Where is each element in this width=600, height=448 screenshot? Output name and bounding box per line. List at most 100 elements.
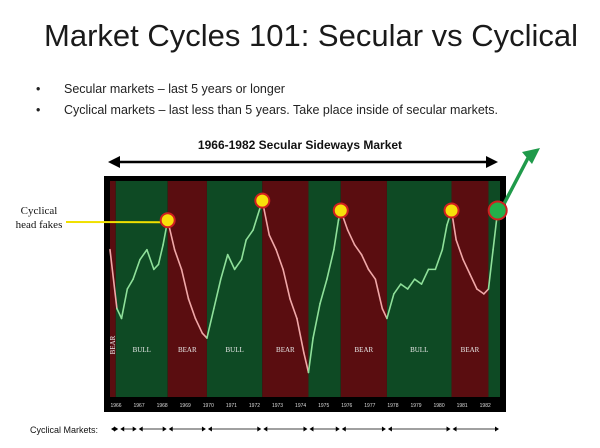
x-tick-label: 1969 [180, 403, 191, 409]
band-label-bear: BEAR [355, 346, 374, 354]
price-line-segment [312, 302, 321, 339]
cyclical-span-head-left [138, 426, 143, 432]
price-line-segment [282, 268, 291, 300]
cycle-band-bear [451, 181, 489, 397]
cycle-band-bear [110, 181, 116, 397]
price-line-segment [180, 268, 190, 300]
cyclical-span-head-left [207, 426, 212, 432]
cyclical-span-head-left [309, 426, 314, 432]
cycle-band-bull [115, 181, 168, 397]
price-line-segment [116, 307, 123, 320]
price-line-segment [374, 278, 384, 310]
cyclical-span-head-right [114, 426, 119, 432]
secular-span-arrow-left [108, 156, 120, 168]
cyclical-span-head-left [120, 426, 125, 432]
band-label-bear: BEAR [178, 346, 197, 354]
price-line-segment [296, 317, 305, 354]
price-line-segment [441, 224, 448, 251]
bullet-text-secular: Secular markets – last 5 years or longer [64, 82, 285, 96]
x-tick-label: 1973 [272, 403, 283, 409]
price-line-segment [252, 214, 259, 231]
price-line-segment [303, 352, 310, 374]
band-label-bull: BULL [410, 346, 428, 354]
price-line-segment [346, 229, 356, 246]
price-line-segment [219, 253, 229, 280]
x-tick-label: 1981 [457, 403, 468, 409]
price-line-segment [353, 244, 363, 256]
cyclical-span-head-right [201, 426, 206, 432]
price-line-segment [187, 298, 197, 320]
cyclical-span-head-left [341, 426, 346, 432]
x-tick-label: 1977 [364, 403, 375, 409]
x-tick-label: 1971 [226, 403, 237, 409]
x-tick-label: 1979 [410, 403, 421, 409]
price-line-segment [406, 278, 416, 290]
bullet-list: • Secular markets – last 5 years or longe… [36, 79, 498, 121]
cyclical-span-head-right [162, 426, 167, 432]
x-tick-label: 1966 [110, 403, 121, 409]
price-line-segment [319, 278, 328, 305]
cyclical-span-head-left [387, 426, 392, 432]
price-line-segment [157, 244, 164, 266]
head-fake-marker [254, 192, 271, 209]
price-line-segment [413, 278, 423, 285]
cycle-band-bear [167, 181, 207, 397]
cycle-band-bear [262, 181, 309, 397]
cyclical-span-head-left [263, 426, 268, 432]
price-line-segment [226, 253, 236, 271]
secular-span-arrow-right [486, 156, 498, 168]
price-line-segment [153, 263, 160, 271]
price-line-segment [139, 248, 148, 261]
cyclical-span-head-right [446, 426, 451, 432]
price-line-segment [307, 337, 314, 374]
price-line-segment [126, 278, 134, 290]
bullet-text-cyclical: Cyclical markets – last less than 5 year… [64, 103, 498, 117]
price-line-segment [333, 219, 340, 251]
x-tick-label: 1968 [157, 403, 168, 409]
price-line-segment [109, 248, 118, 310]
price-line-segment [420, 268, 430, 285]
price-line-segment [381, 307, 388, 320]
head-fakes-label-line2: head fakes [15, 219, 63, 231]
x-tick-label: 1974 [295, 403, 306, 409]
price-line-segment [275, 248, 284, 271]
cyclical-span-head-left [168, 426, 173, 432]
price-line-segment [360, 253, 370, 271]
x-tick-label: 1970 [203, 403, 214, 409]
cycle-band-bull [206, 181, 263, 397]
band-label-bull: BULL [133, 346, 151, 354]
cyclical-span-head-right [257, 426, 262, 432]
price-line-segment [146, 248, 155, 271]
cyclical-markets-label: Cyclical Markets: [30, 425, 99, 435]
secular-market-subtitle: 1966-1982 Secular Sideways Market [197, 138, 403, 152]
price-line-segment [434, 248, 444, 271]
cyclical-span-head-right [495, 426, 499, 432]
bullet-item: • Cyclical markets – last less than 5 yea… [36, 100, 498, 121]
cyclical-span-head-left [452, 426, 457, 432]
head-fake-marker [443, 202, 460, 219]
price-line-segment [462, 258, 471, 276]
breakout-marker [487, 200, 508, 221]
price-line-segment [245, 229, 254, 241]
head-fakes-label-line1: Cyclical [20, 205, 58, 217]
head-fake-marker [332, 202, 349, 219]
band-label-bear: BEAR [109, 335, 117, 354]
band-label-bull: BULL [225, 346, 243, 354]
band-label-bear: BEAR [461, 346, 480, 354]
price-line-segment [326, 248, 335, 280]
cycle-band-bear [340, 181, 387, 397]
cycle-band-bull [488, 181, 500, 397]
price-line-segment [132, 258, 141, 280]
x-tick-label: 1975 [318, 403, 329, 409]
cyclical-span-head-right [335, 426, 340, 432]
x-tick-label: 1972 [249, 403, 260, 409]
price-line-segment [386, 293, 395, 320]
band-label-bear: BEAR [276, 346, 295, 354]
price-line-segment [201, 332, 208, 339]
x-tick-label: 1982 [480, 403, 491, 409]
price-line-segment [487, 248, 494, 290]
x-tick-label: 1980 [434, 403, 445, 409]
head-fake-marker [159, 212, 176, 229]
x-tick-label: 1976 [341, 403, 352, 409]
